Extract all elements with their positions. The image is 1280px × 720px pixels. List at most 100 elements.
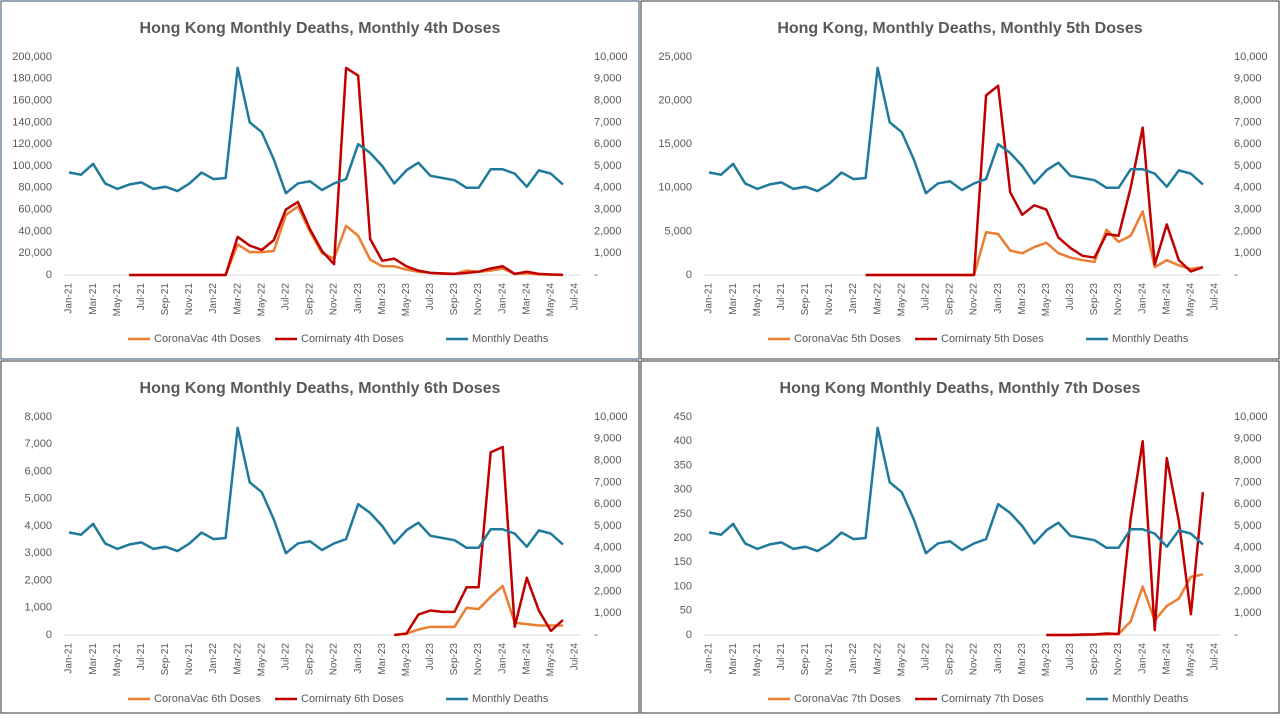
x-tick-label: May-24 (546, 643, 557, 677)
y-tick-label: 3,000 (24, 547, 52, 559)
y-tick-label: 2,000 (24, 574, 52, 586)
y2-tick-label: 4,000 (1234, 182, 1262, 194)
y-tick-label: 20,000 (18, 247, 52, 259)
x-tick-label: Mar-24 (1161, 283, 1172, 315)
x-tick-label: Nov-22 (329, 643, 340, 676)
x-tick-label: May-23 (1041, 643, 1052, 677)
x-tick-label: Jan-23 (353, 283, 364, 314)
x-tick-label: Nov-23 (1113, 283, 1124, 316)
x-tick-label: Sep-21 (800, 643, 811, 676)
y2-tick-label: 3,000 (1234, 564, 1262, 576)
y2-tick-label: 9,000 (1234, 73, 1262, 85)
legend-label: CoronaVac 4th Doses (154, 333, 261, 345)
x-tick-label: Mar-23 (1017, 283, 1028, 315)
legend-label: Monthly Deaths (1112, 693, 1189, 705)
x-tick-label: Mar-21 (88, 643, 99, 675)
x-tick-label: Sep-23 (1089, 643, 1100, 676)
x-tick-label: Sep-22 (945, 643, 956, 676)
x-tick-label: Mar-23 (377, 643, 388, 675)
x-tick-label: Jul-21 (136, 643, 147, 671)
x-tick-label: Jul-21 (776, 283, 787, 311)
y-tick-label: 200 (674, 532, 692, 544)
chart-title: Hong Kong Monthly Deaths, Monthly 4th Do… (140, 20, 501, 37)
x-tick-label: Jul-23 (425, 283, 436, 311)
y-tick-label: 15,000 (658, 138, 692, 150)
x-tick-label: Jul-21 (776, 643, 787, 671)
y-tick-label: 25,000 (658, 51, 692, 63)
x-tick-label: Mar-24 (521, 283, 532, 315)
y2-tick-label: 4,000 (594, 542, 622, 554)
y-tick-label: 5,000 (664, 225, 692, 237)
x-tick-label: Sep-23 (1089, 283, 1100, 316)
y2-tick-label: 6,000 (594, 498, 622, 510)
legend-label: Comirnaty 7th Doses (941, 693, 1044, 705)
x-tick-label: Jan-23 (993, 643, 1004, 674)
y2-tick-label: 2,000 (594, 225, 622, 237)
y2-tick-label: 10,000 (594, 411, 628, 423)
y-tick-label: 4,000 (24, 520, 52, 532)
series-line (708, 66, 1204, 195)
y2-tick-label: 3,000 (594, 204, 622, 216)
x-tick-label: Nov-21 (824, 283, 835, 316)
x-tick-label: May-23 (401, 283, 412, 317)
y2-tick-label: 7,000 (594, 116, 622, 128)
y2-tick-label: - (594, 629, 598, 641)
x-tick-label: Sep-21 (160, 643, 171, 676)
x-tick-label: May-21 (752, 283, 763, 317)
legend-label: CoronaVac 7th Doses (794, 693, 901, 705)
y2-tick-label: 2,000 (594, 585, 622, 597)
x-tick-label: Nov-23 (1113, 643, 1124, 676)
x-tick-label: May-21 (752, 643, 763, 677)
x-tick-label: Jan-22 (848, 283, 859, 314)
x-tick-label: Sep-22 (305, 643, 316, 676)
y-tick-label: 400 (674, 435, 692, 447)
y-tick-label: 6,000 (24, 465, 52, 477)
y2-tick-label: 6,000 (594, 138, 622, 150)
y-tick-label: 120,000 (12, 138, 52, 150)
x-tick-label: May-22 (256, 643, 267, 677)
x-tick-label: Jan-21 (704, 283, 715, 314)
x-tick-label: Jul-22 (281, 643, 292, 671)
x-tick-label: Jan-22 (848, 643, 859, 674)
y-tick-label: 7,000 (24, 438, 52, 450)
legend-label: Monthly Deaths (472, 693, 549, 705)
y2-tick-label: 1,000 (1234, 247, 1262, 259)
x-tick-label: Sep-21 (160, 283, 171, 316)
panel-border (0, 360, 640, 714)
x-tick-label: Jul-23 (425, 643, 436, 671)
y2-tick-label: 5,000 (1234, 520, 1262, 532)
x-tick-label: Nov-23 (473, 283, 484, 316)
panel-border (0, 0, 640, 360)
legend-label: Comirnaty 4th Doses (301, 333, 404, 345)
x-tick-label: Sep-21 (800, 283, 811, 316)
x-tick-label: May-23 (401, 643, 412, 677)
y2-tick-label: - (594, 269, 598, 281)
y2-tick-label: 1,000 (1234, 607, 1262, 619)
y-tick-label: 1,000 (24, 602, 52, 614)
y2-tick-label: 8,000 (594, 455, 622, 467)
x-tick-label: May-22 (256, 283, 267, 317)
x-tick-label: Jul-24 (1210, 283, 1221, 311)
x-tick-label: Jan-24 (1137, 643, 1148, 674)
y-tick-label: 100,000 (12, 160, 52, 172)
panel-border (640, 360, 1280, 714)
y2-tick-label: 7,000 (1234, 116, 1262, 128)
y2-tick-label: 5,000 (594, 520, 622, 532)
y-tick-label: 8,000 (24, 411, 52, 423)
y2-tick-label: 4,000 (594, 182, 622, 194)
y2-tick-label: 8,000 (1234, 455, 1262, 467)
y-tick-label: 0 (686, 629, 692, 641)
x-tick-label: May-22 (896, 643, 907, 677)
x-tick-label: Sep-22 (945, 283, 956, 316)
y2-tick-label: 9,000 (594, 73, 622, 85)
x-tick-label: Jul-24 (570, 643, 581, 671)
x-tick-label: Jan-23 (353, 643, 364, 674)
series-line (394, 584, 563, 637)
x-tick-label: Jul-23 (1065, 643, 1076, 671)
x-tick-label: Jul-24 (1210, 643, 1221, 671)
y2-tick-label: 8,000 (1234, 95, 1262, 107)
x-tick-label: May-21 (112, 643, 123, 677)
x-tick-label: Jul-22 (921, 643, 932, 671)
